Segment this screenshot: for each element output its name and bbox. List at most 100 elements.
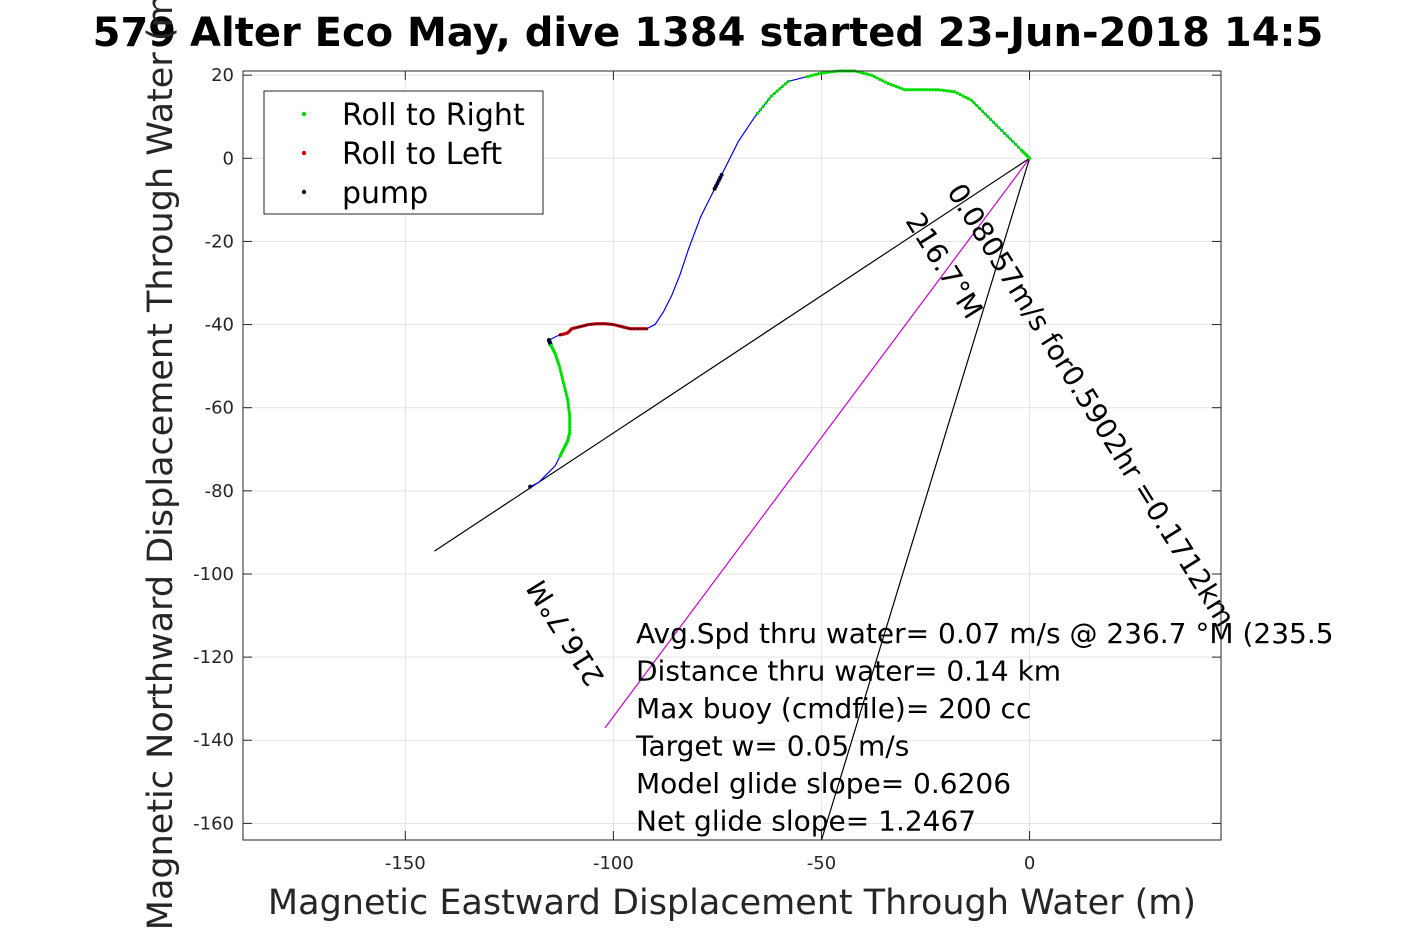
x-tick-label: -100 xyxy=(593,853,634,874)
marker-dot-right xyxy=(889,82,893,87)
y-tick-label: -20 xyxy=(205,231,234,252)
legend-marker xyxy=(301,189,307,195)
marker-dot-right xyxy=(806,74,810,79)
marker-dot-right xyxy=(994,123,998,127)
marker-dot-right xyxy=(894,84,898,89)
marker-segment-left xyxy=(558,322,649,337)
marker-dot-right xyxy=(861,71,865,75)
marker-dot-right xyxy=(756,111,760,115)
y-tick-label: 20 xyxy=(211,65,234,86)
marker-dot-right xyxy=(941,88,946,92)
heading-line xyxy=(604,157,1031,729)
marker-dot-right xyxy=(916,88,921,92)
marker-dot-pump xyxy=(528,484,533,489)
marker-dot-right xyxy=(786,79,790,83)
marker-dot-right xyxy=(897,86,901,90)
marker-dot-right xyxy=(557,364,561,368)
marker-dot-right xyxy=(568,422,572,426)
marker-dot-right xyxy=(561,378,565,382)
x-tick-label: -50 xyxy=(807,853,836,874)
marker-dot-right xyxy=(568,414,572,418)
marker-segment-right xyxy=(756,79,790,115)
marker-dot-right xyxy=(825,70,829,74)
marker-dot-right xyxy=(953,90,957,94)
marker-dot-right xyxy=(872,74,876,79)
marker-dot-right xyxy=(561,381,566,385)
marker-dot-right xyxy=(961,94,965,98)
marker-dot-right xyxy=(772,91,776,96)
info-text-line: Distance thru water= 0.14 km xyxy=(636,655,1061,688)
x-tick-label: -150 xyxy=(385,853,426,874)
y-tick-label: -100 xyxy=(193,564,234,585)
x-axis-label: Magnetic Eastward Displacement Through W… xyxy=(268,883,1196,923)
marker-dot-right xyxy=(975,104,979,108)
marker-dot-right xyxy=(864,72,868,76)
marker-dot-right xyxy=(568,425,572,429)
marker-dot-right xyxy=(883,80,887,84)
marker-segment-right xyxy=(549,343,572,458)
legend-box xyxy=(263,90,544,215)
info-text-line: Net glide slope= 1.2467 xyxy=(636,805,976,838)
marker-dot-right xyxy=(767,97,771,102)
marker-dot-right xyxy=(978,106,982,111)
x-tick-label: 0 xyxy=(1024,853,1035,874)
marker-dot-pump xyxy=(712,186,717,191)
marker-dot-right xyxy=(875,76,879,80)
chart-title: 579 Alter Eco May, dive 1384 started 23-… xyxy=(93,10,1324,56)
marker-dot-right xyxy=(944,89,948,93)
marker-dot-right xyxy=(783,82,788,86)
marker-dot-right xyxy=(972,101,976,105)
marker-dot-right xyxy=(930,88,935,92)
legend: Roll to Right Roll to Left pump xyxy=(263,90,544,215)
marker-dot-right xyxy=(568,419,572,424)
marker-dot-right xyxy=(880,79,885,83)
marker-dot-right xyxy=(925,88,929,92)
model-line xyxy=(820,158,1031,841)
marker-dot-right xyxy=(567,408,571,413)
info-text-line: Max buoy (cmdfile)= 200 cc xyxy=(636,692,1031,725)
marker-dot-right xyxy=(819,71,824,75)
marker-dot-right xyxy=(568,428,572,432)
marker-dot-right xyxy=(814,72,818,77)
y-tick-label: -160 xyxy=(193,813,234,834)
legend-label: pump xyxy=(342,176,428,211)
marker-dot-right xyxy=(922,88,926,92)
marker-dot-right xyxy=(1011,140,1015,144)
marker-dot-right xyxy=(1000,128,1004,133)
marker-dot-right xyxy=(958,92,962,97)
marker-dot-right xyxy=(778,87,782,91)
marker-dot-right xyxy=(1019,148,1023,152)
marker-dot-right xyxy=(908,88,912,92)
marker-dot-right xyxy=(811,73,815,77)
marker-dot-right xyxy=(939,88,943,92)
y-tick-label: -140 xyxy=(193,730,234,751)
marker-dot-right xyxy=(1008,137,1012,141)
marker-dot-right xyxy=(983,112,987,116)
marker-dot-right xyxy=(562,383,566,388)
marker-dot-right xyxy=(558,367,562,371)
marker-dot-right xyxy=(567,411,571,415)
y-tick-label: -60 xyxy=(205,398,234,419)
y-tick-label: -40 xyxy=(205,315,234,336)
marker-dot-right xyxy=(997,126,1001,130)
marker-dot-right xyxy=(781,84,785,88)
marker-dot-right xyxy=(947,89,951,93)
y-axis-label: Magnetic Northward Displacement Through … xyxy=(141,0,181,930)
marker-dot-right xyxy=(914,88,918,92)
marker-dot-right xyxy=(559,372,563,377)
marker-dot-right xyxy=(980,109,984,113)
marker-dot-right xyxy=(1016,145,1021,149)
marker-dot-right xyxy=(919,88,923,92)
plot-frame xyxy=(242,70,1222,841)
marker-segment-right xyxy=(806,69,1032,160)
legend-label: Roll to Left xyxy=(342,137,502,172)
marker-dot-right xyxy=(936,88,940,92)
marker-dot-right xyxy=(758,108,763,112)
marker-dot-right xyxy=(905,88,910,92)
marker-dot-right xyxy=(991,120,996,124)
marker-dot-right xyxy=(566,400,570,404)
info-text-line: Target w= 0.05 m/s xyxy=(635,730,909,763)
marker-dot-right xyxy=(900,87,904,91)
marker-dot-right xyxy=(969,98,973,102)
